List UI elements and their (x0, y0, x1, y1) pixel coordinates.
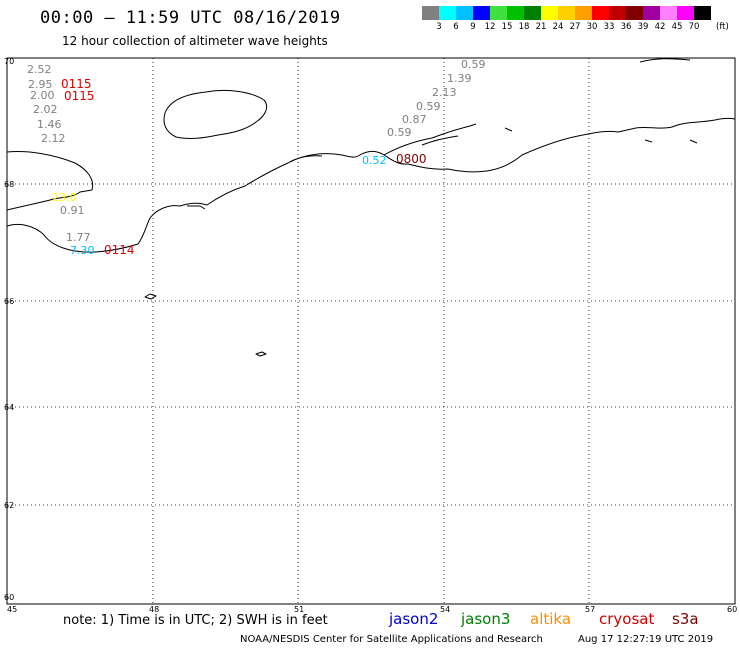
legend-swatch (541, 6, 558, 20)
legend-swatch (609, 6, 626, 20)
wave-height-label: 0.87 (402, 113, 427, 126)
legend-tick-label: 39 (637, 22, 649, 32)
color-legend-ticks: 3 6 9 12 15 18 21 24 27 30 33 36 39 42 45 70 (422, 22, 740, 34)
lon-label: 51 (294, 605, 304, 614)
legend-tick-label: 15 (501, 22, 513, 32)
longitude-labels: 45 48 51 54 57 60 (7, 605, 737, 614)
lat-label: 70 (4, 57, 14, 66)
legend-swatch (626, 6, 643, 20)
wave-height-label: 0.59 (387, 126, 412, 139)
legend-unit: (ft) (716, 22, 729, 32)
map-frame (6, 57, 736, 605)
legend-swatch (422, 6, 439, 20)
satellite-s3a: s3a (672, 610, 699, 628)
lat-label: 66 (4, 297, 14, 306)
lat-label: 64 (4, 403, 14, 412)
legend-tick-label: 45 (671, 22, 683, 32)
wave-height-label: 2.95 (28, 78, 53, 91)
lon-label: 48 (149, 605, 159, 614)
legend-swatch (677, 6, 694, 20)
wave-height-label: 0.59 (461, 58, 486, 71)
legend-tick-label: 24 (552, 22, 564, 32)
wave-height-label: 0.52 (362, 154, 387, 167)
wave-height-label: 2.12 (41, 132, 66, 145)
legend-tick-label: 27 (569, 22, 581, 32)
legend-tick-label: 3 (436, 22, 442, 32)
wave-height-label: 7.30 (70, 244, 95, 257)
legend-tick-label: 30 (586, 22, 598, 32)
legend-tick-label: 6 (453, 22, 459, 32)
coastline (6, 58, 736, 357)
lat-label: 68 (4, 180, 14, 189)
page-subtitle: 12 hour collection of altimeter wave hei… (62, 34, 328, 48)
legend-swatch (490, 6, 507, 20)
page-title: 00:00 – 11:59 UTC 08/16/2019 (40, 8, 341, 28)
legend-swatch (456, 6, 473, 20)
legend-tick-label: 70 (688, 22, 700, 32)
legend-swatch (439, 6, 456, 20)
lon-label: 60 (727, 605, 737, 614)
wave-height-label: 2.13 (432, 86, 457, 99)
wave-height-label: 1.77 (66, 231, 91, 244)
lat-label: 60 (4, 593, 14, 602)
legend-swatch (592, 6, 609, 20)
pass-time-label: 0115 (61, 77, 92, 91)
note-text: note: 1) Time is in UTC; 2) SWH is in fe… (63, 613, 328, 628)
legend-tick-label: 36 (620, 22, 632, 32)
legend-swatch (575, 6, 592, 20)
wave-height-label: 2.00 (30, 89, 55, 102)
lon-label: 54 (440, 605, 450, 614)
lon-label: 57 (585, 605, 595, 614)
wave-height-label: 23.0 (52, 191, 77, 204)
legend-swatch (643, 6, 660, 20)
legend-tick-label: 21 (535, 22, 547, 32)
lon-label: 45 (7, 605, 17, 614)
wave-height-label: 2.02 (33, 103, 58, 116)
footer-credit: NOAA/NESDIS Center for Satellite Applica… (240, 634, 543, 645)
legend-tick-label: 33 (603, 22, 615, 32)
legend-swatch (507, 6, 524, 20)
color-legend (422, 6, 711, 20)
wave-height-label: 1.46 (37, 118, 62, 131)
satellite-altika: altika (530, 610, 572, 628)
pass-time-label: 0115 (64, 89, 95, 103)
legend-swatch (660, 6, 677, 20)
satellite-jason3: jason3 (461, 610, 511, 628)
wave-height-label: 0.91 (60, 204, 85, 217)
satellite-cryosat: cryosat (599, 610, 655, 628)
legend-swatch (524, 6, 541, 20)
legend-tick-label: 18 (518, 22, 530, 32)
legend-tick-label: 9 (470, 22, 476, 32)
lat-label: 62 (4, 501, 14, 510)
legend-swatch (694, 6, 711, 20)
pass-time-label: 0114 (104, 243, 135, 257)
legend-swatch (473, 6, 490, 20)
satellite-jason2: jason2 (389, 610, 439, 628)
wave-height-label: 2.52 (27, 63, 52, 76)
wave-height-label: 0.59 (416, 100, 441, 113)
observation-labels: 2.52 2.95 0115 2.00 0115 2.02 1.46 2.12 … (27, 58, 486, 257)
latitude-labels: 70 68 66 64 62 60 (4, 57, 14, 602)
legend-tick-label: 42 (654, 22, 666, 32)
footer-timestamp: Aug 17 12:27:19 UTC 2019 (578, 634, 714, 645)
legend-tick-label: 12 (484, 22, 496, 32)
legend-swatch (558, 6, 575, 20)
grid-lines (7, 58, 735, 604)
pass-time-label: 0800 (396, 152, 427, 166)
wave-height-label: 1.39 (447, 72, 472, 85)
